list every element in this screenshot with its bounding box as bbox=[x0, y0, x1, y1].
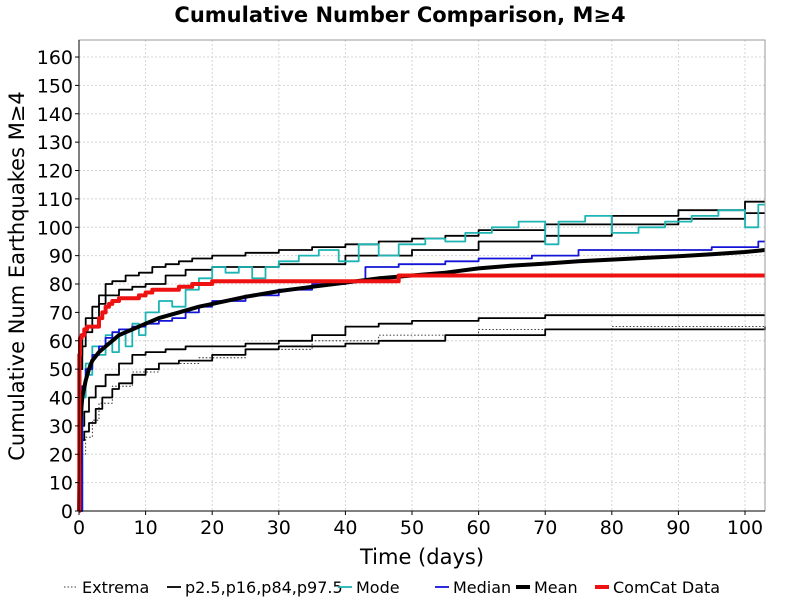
x-axis-label: Time (days) bbox=[359, 545, 484, 569]
legend-label-comcat-data: ComCat Data bbox=[613, 578, 720, 597]
y-tick-label: 100 bbox=[37, 217, 73, 239]
y-tick-label: 0 bbox=[61, 501, 73, 523]
plot-area: 0 10 20 30 40 50 60 70 80 90 100010203040506070809… bbox=[37, 39, 766, 539]
series-line-p2-5-p16-p84-p97-5 bbox=[79, 200, 765, 512]
y-tick-label: 120 bbox=[37, 161, 73, 183]
series-line-p2-5-p16-p84-p97-5 bbox=[79, 326, 766, 512]
y-tick-label: 140 bbox=[37, 104, 73, 126]
x-tick-label: 60 bbox=[467, 517, 491, 539]
series-line-extrema bbox=[79, 326, 765, 512]
series-line-comcat-data bbox=[77, 273, 765, 513]
y-tick-label: 30 bbox=[49, 416, 73, 438]
y-tick-label: 10 bbox=[49, 473, 73, 495]
chart-title: Cumulative Number Comparison, M≥4 bbox=[174, 3, 625, 27]
x-tick-label: 0 bbox=[73, 517, 85, 539]
y-tick-label: 20 bbox=[49, 444, 73, 466]
series-line-mode bbox=[79, 203, 765, 512]
y-axis-label: Cumulative Num Earthquakes M≥4 bbox=[5, 91, 29, 461]
y-tick-label: 90 bbox=[49, 246, 73, 268]
series-line-mean bbox=[77, 248, 766, 512]
x-tick-label: 10 bbox=[134, 517, 158, 539]
legend-label-mean: Mean bbox=[534, 578, 578, 597]
legend-label-median: Median bbox=[453, 578, 511, 597]
legend-label-extrema: Extrema bbox=[82, 578, 149, 597]
x-tick-label: 70 bbox=[533, 517, 557, 539]
y-tick-label: 50 bbox=[49, 359, 73, 381]
x-tick-label: 40 bbox=[333, 517, 357, 539]
x-tick-label: 100 bbox=[727, 517, 763, 539]
x-tick-label: 90 bbox=[666, 517, 690, 539]
legend: Extrema p2.5,p16,p84,p97.5 Mode Median Mean C… bbox=[64, 578, 720, 597]
y-tick-label: 160 bbox=[37, 47, 73, 69]
legend-label-mode: Mode bbox=[356, 578, 400, 597]
y-tick-label: 70 bbox=[49, 302, 73, 324]
y-tick-label: 150 bbox=[37, 75, 73, 97]
y-tick-label: 60 bbox=[49, 331, 73, 353]
y-tick-label: 110 bbox=[37, 189, 73, 211]
legend-label-p2-5-p16-p84-p97-5: p2.5,p16,p84,p97.5 bbox=[185, 578, 343, 597]
y-tick-label: 40 bbox=[49, 388, 73, 410]
x-tick-label: 50 bbox=[400, 517, 424, 539]
x-tick-label: 80 bbox=[600, 517, 624, 539]
y-tick-label: 130 bbox=[37, 132, 73, 154]
x-tick-label: 30 bbox=[267, 517, 291, 539]
series-line-p2-5-p16-p84-p97-5 bbox=[79, 314, 765, 512]
y-tick-label: 80 bbox=[49, 274, 73, 296]
x-tick-label: 20 bbox=[200, 517, 224, 539]
